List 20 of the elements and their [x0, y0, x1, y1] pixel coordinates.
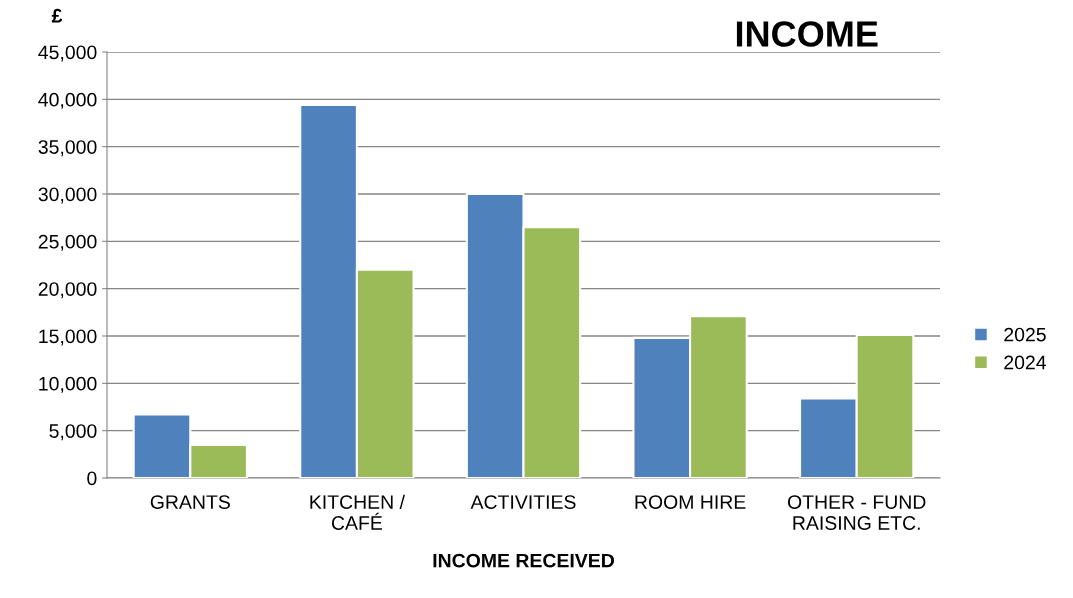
- x-tick-label: OTHER - FUND RAISING ETC.: [787, 495, 926, 530]
- x-tick-label: GRANTS: [150, 495, 230, 509]
- x-tick-label: ROOM HIRE: [635, 495, 746, 509]
- y-tick-label: 30,000: [38, 187, 97, 204]
- y-tick-label: 20,000: [38, 282, 97, 299]
- legend-label: 2025: [1004, 327, 1046, 342]
- y-tick-label: 5,000: [49, 424, 97, 441]
- y-tick-label: 15,000: [39, 329, 97, 346]
- y-tick-label: 25,000: [38, 234, 97, 251]
- y-tick-label: 35,000: [38, 140, 97, 157]
- x-tick-label: KITCHEN / CAFÉ: [310, 494, 405, 530]
- y-tick-label: 10,000: [39, 376, 97, 393]
- y-tick-label: 45,000: [38, 45, 97, 62]
- y-tick-label: 0: [87, 471, 97, 486]
- chart-title: INCOME: [736, 21, 878, 47]
- y-axis-title: £: [51, 8, 63, 23]
- legend-label: 2024: [1004, 355, 1047, 370]
- y-tick-label: 40,000: [38, 92, 97, 109]
- x-tick-label: ACTIVITIES: [470, 495, 576, 509]
- x-axis-title: INCOME RECEIVED: [433, 553, 614, 568]
